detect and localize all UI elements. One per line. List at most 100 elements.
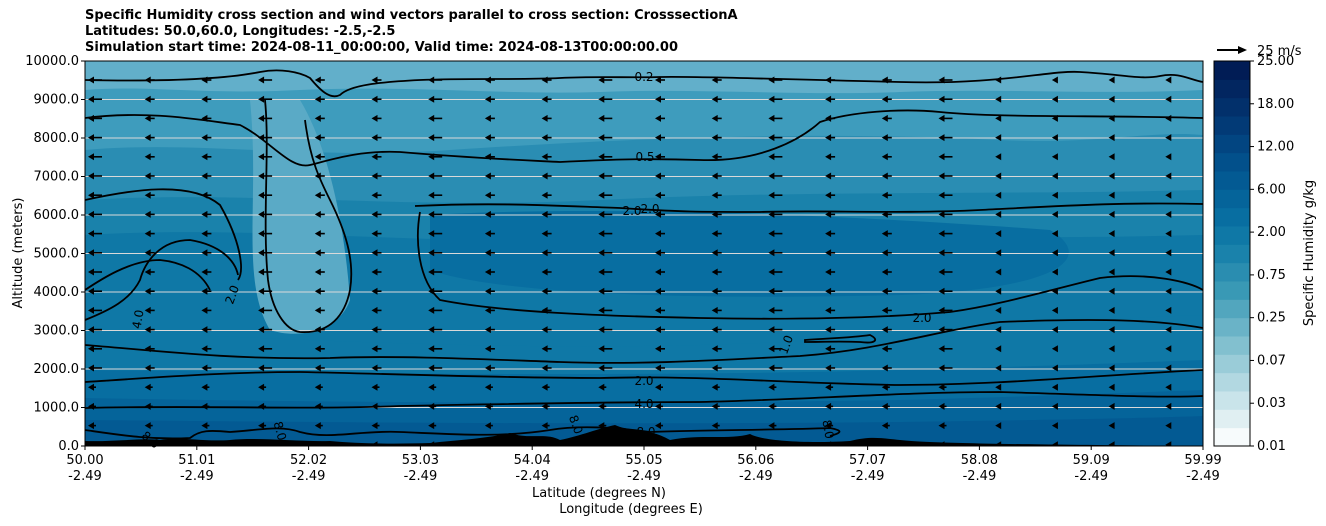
wind-vector-head	[711, 249, 718, 257]
wind-vector-head	[1051, 441, 1058, 446]
y-tick-label: 10000.0	[25, 54, 79, 69]
wind-vector-head	[201, 191, 208, 199]
wind-vector-head	[655, 441, 661, 446]
wind-vector-head	[314, 95, 321, 103]
wind-vector-head	[258, 364, 265, 372]
wind-vector-head	[1165, 191, 1172, 199]
wind-vector-head	[428, 345, 435, 353]
wind-vector-head	[314, 345, 321, 353]
wind-vector-head	[825, 402, 832, 410]
wind-vector-head	[1051, 114, 1058, 122]
wind-vector-head	[768, 153, 775, 161]
wind-vector-head	[881, 95, 888, 103]
colorbar-ticks: 0.01 0.03 0.07 0.25 0.75 2.00 6.00 12.00 18.00 25…	[1250, 54, 1294, 454]
wind-vector-head	[655, 249, 661, 257]
wind-vector-head	[768, 345, 775, 353]
wind-vector-head	[995, 210, 1002, 218]
y-tick-label: 4000.0	[34, 285, 80, 300]
wind-vector-head	[655, 383, 661, 391]
y-tick-label: 9000.0	[34, 93, 80, 108]
wind-vector-head	[484, 95, 491, 103]
wind-vector-head	[598, 345, 605, 353]
wind-vector-head	[1165, 172, 1172, 180]
wind-vector-head	[598, 364, 605, 372]
wind-vector-head	[88, 76, 94, 84]
wind-vector-head	[541, 326, 548, 334]
wind-vector-head	[1165, 345, 1172, 353]
wind-key-label: 25 m/s	[1257, 44, 1302, 59]
wind-vector-head	[995, 172, 1002, 180]
wind-vector-head	[995, 230, 1002, 238]
wind-vector-head	[144, 114, 151, 122]
wind-vector-head	[484, 191, 491, 199]
wind-vector-head	[995, 364, 1002, 372]
wind-vector-head	[541, 249, 548, 257]
wind-vector-head	[1165, 76, 1172, 84]
wind-vector-head	[881, 114, 888, 122]
wind-vector-head	[144, 210, 151, 218]
wind-vector-head	[144, 364, 151, 372]
wind-vector-head	[995, 134, 1002, 142]
wind-vector-head	[144, 441, 151, 446]
wind-vector-head	[314, 268, 321, 276]
wind-vector-head	[1108, 76, 1115, 84]
colorbar-tick-label: 0.03	[1257, 396, 1286, 411]
wind-vector-head	[768, 441, 775, 446]
wind-vector-head	[881, 210, 888, 218]
wind-vector-head	[371, 422, 378, 430]
contour-8.0	[85, 391, 1203, 409]
wind-vector-head	[144, 230, 151, 238]
wind-vector-head	[598, 191, 605, 199]
wind-vector-head	[655, 230, 661, 238]
wind-vector-head	[881, 345, 888, 353]
wind-vector-head	[144, 287, 151, 295]
terrain	[85, 425, 1203, 446]
wind-vector-head	[825, 268, 832, 276]
contour-2.0-mid	[414, 202, 1203, 213]
wind-vector-head	[1051, 76, 1058, 84]
wind-vector-head	[144, 95, 151, 103]
wind-vector-head	[88, 268, 94, 276]
wind-vector-head	[144, 345, 151, 353]
wind-vector-head	[938, 422, 945, 430]
humidity-field	[85, 61, 1203, 446]
x-tick-label-lat: 56.06	[737, 453, 774, 468]
wind-vector-head	[995, 191, 1002, 199]
wind-vector-head	[598, 402, 605, 410]
wind-vector-head	[88, 153, 94, 161]
wind-vector-head	[1108, 230, 1115, 238]
wind-vector-head	[144, 249, 151, 257]
wind-vector-head	[655, 422, 661, 430]
x-tick-label-lat: 53.03	[402, 453, 439, 468]
wind-vector-head	[768, 383, 775, 391]
wind-vector-head	[1108, 95, 1115, 103]
wind-vector-head	[258, 441, 265, 446]
wind-vector-head	[995, 268, 1002, 276]
wind-vector-head	[1108, 402, 1115, 410]
colorbar-tick-label: 0.25	[1257, 311, 1286, 326]
colorbar-segment	[1214, 97, 1250, 117]
wind-vector-head	[541, 76, 548, 84]
wind-vector-head	[484, 134, 491, 142]
wind-vector-head	[711, 345, 718, 353]
wind-vector-head	[1051, 230, 1058, 238]
colorbar-segment	[1214, 134, 1250, 154]
wind-vector-head	[1051, 172, 1058, 180]
wind-vector-head	[1108, 210, 1115, 218]
chart-title-line-3: Simulation start time: 2024-08-11_00:00:…	[85, 40, 678, 55]
wind-vector-head	[995, 114, 1002, 122]
wind-vector-head	[88, 441, 94, 446]
wind-vector-head	[314, 402, 321, 410]
colorbar-segment	[1214, 226, 1250, 245]
wind-vector-head	[655, 191, 661, 199]
wind-vector-head	[598, 268, 605, 276]
wind-vector-head	[428, 326, 435, 334]
wind-vector-head	[711, 364, 718, 372]
colorbar-segment	[1214, 354, 1250, 374]
contour-label: 8.0	[566, 413, 586, 436]
wind-vector-head	[881, 364, 888, 372]
wind-vector-head	[825, 114, 832, 122]
wind-vector-head	[88, 191, 94, 199]
colorbar-segment	[1214, 262, 1250, 282]
wind-vector-head	[598, 383, 605, 391]
